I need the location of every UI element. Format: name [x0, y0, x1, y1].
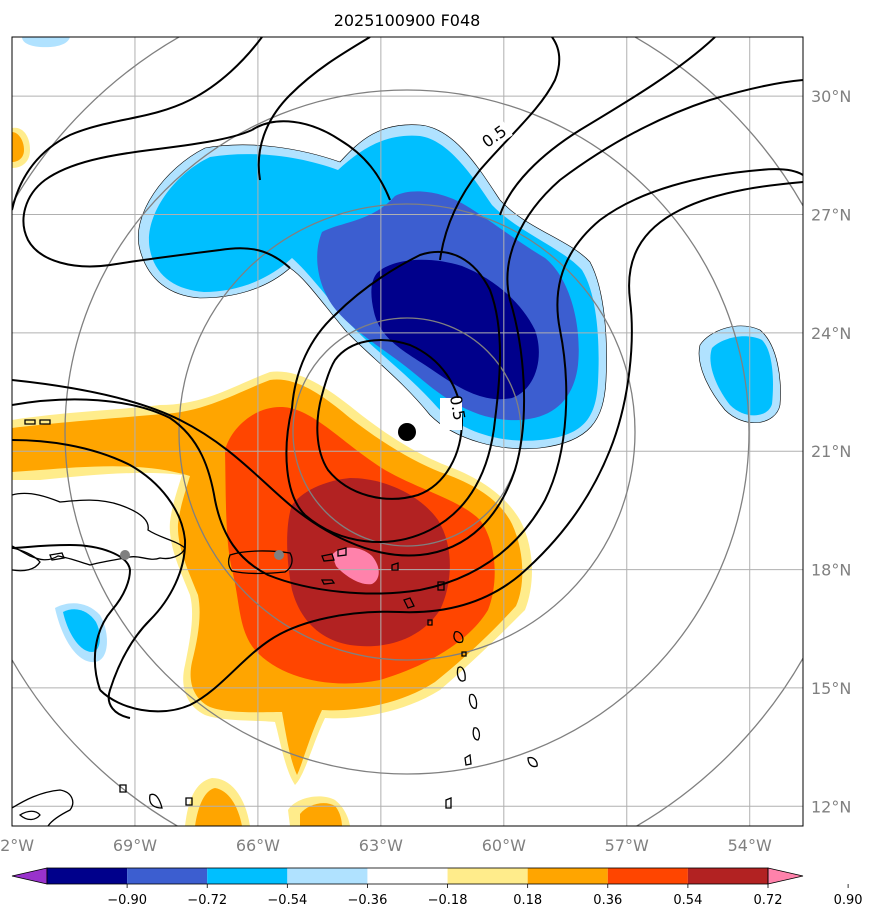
coastlines [12, 419, 538, 826]
contour-north-2 [12, 37, 263, 211]
range-ring-1 [292, 317, 522, 547]
colorbar-tick-label: −0.72 [187, 893, 227, 908]
lat-tick-label: 18°N [811, 561, 851, 580]
contour-labels: 0.5 0.5 [440, 118, 513, 430]
colorbar-segment [47, 868, 128, 884]
range-ring-2 [178, 203, 636, 661]
markers [120, 423, 416, 560]
map-frame [11, 36, 804, 827]
colorbar-tick-label: 0.18 [513, 893, 542, 908]
fill-bottom-blob2-054 [300, 803, 342, 826]
colorbar-segment [127, 868, 208, 884]
colorbar-segment [447, 868, 528, 884]
colorbar-tick-label: 0.36 [593, 893, 622, 908]
colorbar-tick-label: −0.36 [348, 893, 388, 908]
lat-tick-label: 27°N [811, 206, 851, 225]
lat-tick-labels: 30°N 27°N 24°N 21°N 18°N 15°N 12°N [811, 87, 851, 816]
colorbar: −0.90 −0.72 −0.54 −0.36 −0.18 0.18 0.36 0.54 0.7… [11, 867, 863, 908]
colorbar-tick-label: 0.90 [834, 893, 863, 908]
lon-tick-label: 60°W [482, 836, 526, 855]
chart-title: 2025100900 F048 [334, 11, 481, 30]
contour-label-2: 0.5 [446, 394, 469, 422]
lat-tick-label: 24°N [811, 324, 851, 343]
contour-west-arc [12, 543, 132, 691]
fill-left-edge-054 [12, 132, 24, 162]
coastline-islands-2 [18, 810, 41, 821]
station-marker-2 [274, 550, 284, 560]
colorbar-segment [607, 868, 688, 884]
lat-tick-label: 21°N [811, 442, 851, 461]
contour-north-west-loop-2 [251, 120, 391, 201]
station-marker-1 [120, 550, 130, 560]
contour-north-west-loop [22, 129, 291, 269]
coastline-south-america [12, 789, 74, 826]
lon-tick-label: 57°W [605, 836, 649, 855]
colorbar-segment [687, 868, 768, 884]
lat-tick-label: 12°N [811, 797, 851, 816]
colorbar-tick-label: 0.54 [673, 893, 702, 908]
fill-east-blob-054 [710, 336, 773, 416]
contour-north-1 [257, 37, 371, 181]
colorbar-segment [367, 868, 448, 884]
contour-4 [12, 168, 803, 595]
lon-tick-label: 72°W [0, 836, 34, 855]
fill-sw-blob-054 [63, 609, 100, 652]
coastline-islands-1 [24, 419, 538, 809]
range-rings [12, 37, 803, 826]
fill-bottom-blob-054 [195, 788, 242, 826]
colorbar-frame [46, 867, 769, 885]
colorbar-segment [287, 868, 368, 884]
lon-tick-labels: 72°W 69°W 66°W 63°W 60°W 57°W 54°W [0, 836, 772, 855]
lon-tick-label: 69°W [113, 836, 157, 855]
lat-tick-label: 15°N [811, 679, 851, 698]
contour-lines [12, 37, 803, 719]
contour-5 [99, 181, 803, 713]
contour-west-lower [12, 439, 187, 719]
lon-tick-label: 63°W [359, 836, 403, 855]
colorbar-segment [527, 868, 608, 884]
storm-center-marker [398, 423, 416, 441]
contour-north-4 [499, 37, 716, 216]
fill-pos-max [332, 547, 379, 585]
colorbar-tick-label: −0.18 [428, 893, 468, 908]
colorbar-tick-label: −0.90 [107, 893, 147, 908]
colorbar-extend-low [11, 867, 48, 885]
contour-3 [12, 79, 803, 557]
map-area: 0.5 0.5 [12, 37, 803, 826]
colorbar-tick-label: 0.72 [754, 893, 783, 908]
contour-inner [316, 339, 464, 500]
lon-tick-label: 54°W [728, 836, 772, 855]
coastline-cuba-tip [12, 547, 41, 572]
colorbar-extend-high [767, 867, 804, 885]
negative-anomaly-fill [22, 37, 781, 663]
lon-tick-label: 66°W [236, 836, 280, 855]
range-ring-3 [64, 89, 750, 775]
fill-topleft-blob [22, 37, 70, 48]
lat-tick-label: 30°N [811, 87, 851, 106]
coastline-hispaniola [12, 492, 186, 566]
colorbar-segment [207, 868, 288, 884]
fill-neg-090 [371, 259, 539, 400]
colorbar-tick-label: −0.54 [267, 893, 307, 908]
coastline-puerto-rico [228, 550, 293, 575]
